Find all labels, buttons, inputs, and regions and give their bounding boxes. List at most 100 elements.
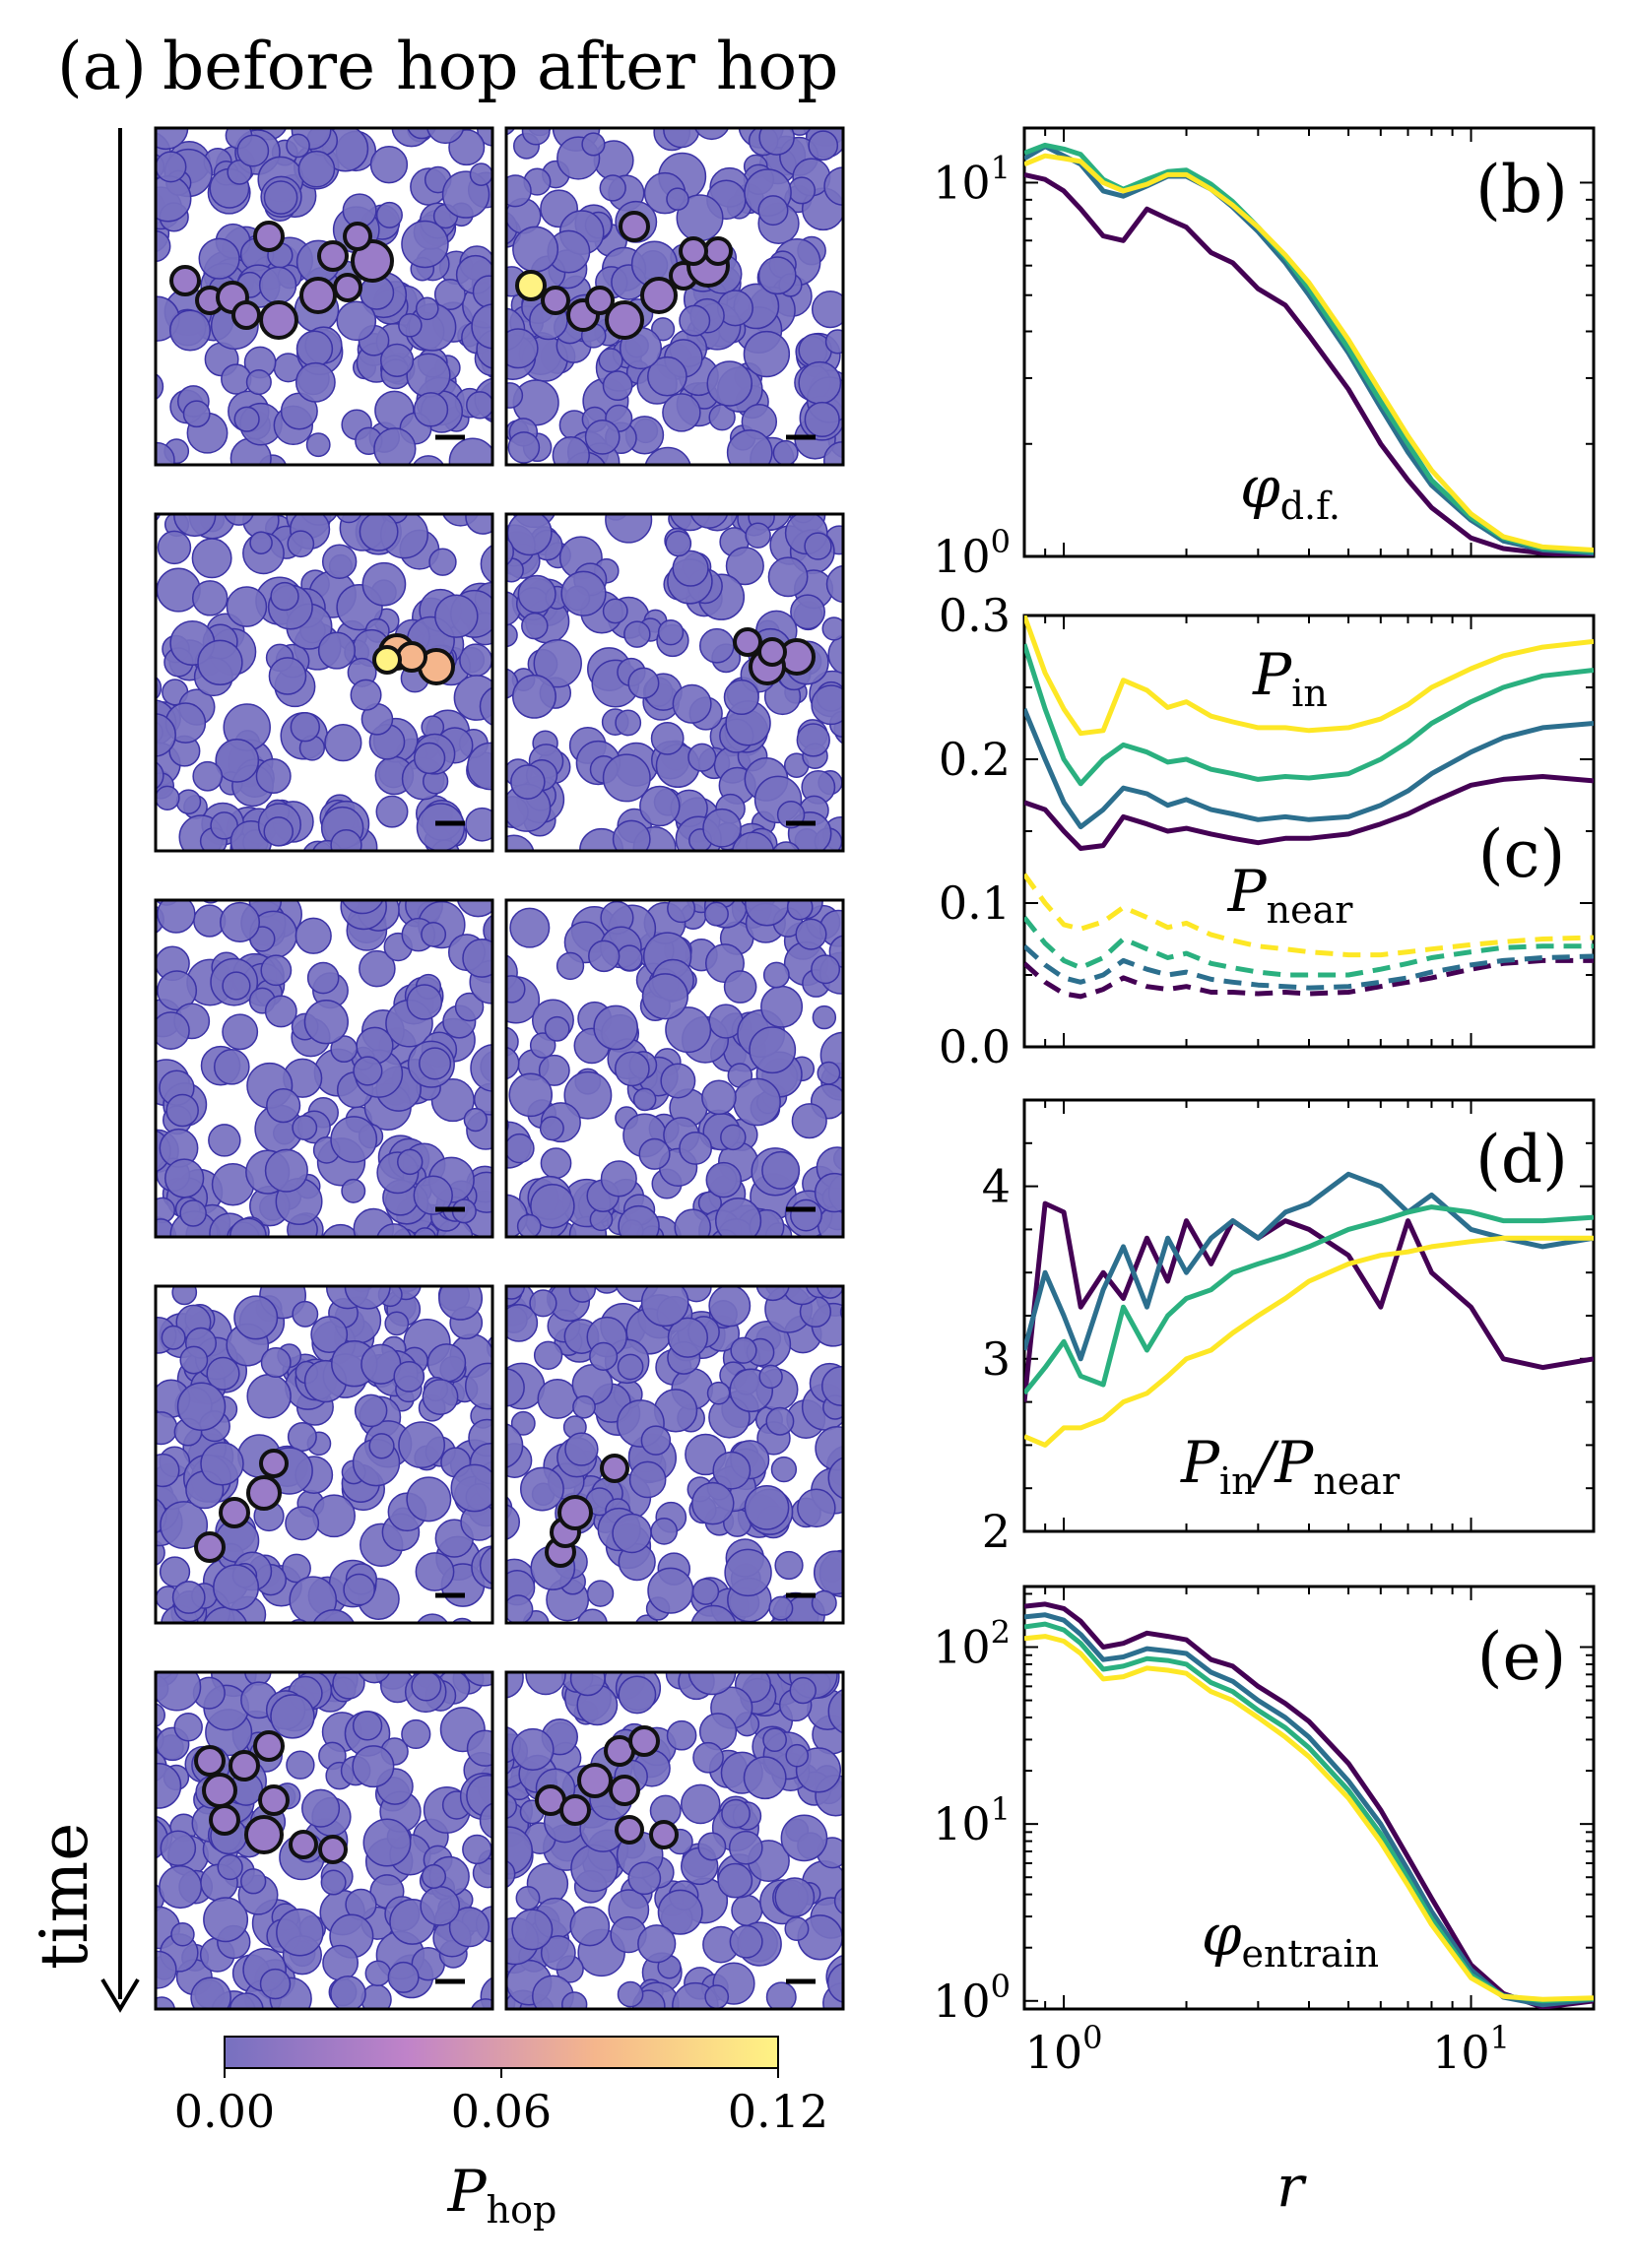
particle (464, 1362, 492, 1410)
particle (663, 128, 700, 149)
y-tick-label: 3 (982, 1332, 1011, 1386)
particle (797, 1488, 836, 1528)
particle (506, 834, 535, 851)
particle (672, 550, 709, 587)
particle (602, 598, 628, 624)
particle (401, 1718, 431, 1750)
particle (263, 816, 294, 847)
particle (411, 1672, 442, 1702)
series-line (1024, 171, 1594, 556)
particle (466, 1729, 492, 1767)
particle (294, 361, 336, 403)
hopping-particle (372, 645, 402, 675)
x-axis-label: r (1276, 2153, 1307, 2220)
particle (362, 1818, 412, 1867)
particle (369, 146, 409, 184)
particle (602, 370, 633, 402)
particle (640, 1425, 672, 1456)
hopping-particle (289, 1830, 318, 1859)
particle (156, 761, 164, 790)
particle (509, 907, 551, 948)
particle (450, 1463, 492, 1513)
col-before-label: before hop (163, 29, 519, 104)
particle (770, 1456, 798, 1483)
particle (568, 1286, 597, 1303)
particle (533, 1340, 563, 1370)
particle (217, 1853, 243, 1881)
particle (529, 1032, 556, 1059)
particle (350, 679, 382, 711)
snapshot-frame (154, 1284, 494, 1625)
y-tick-label: 2 (982, 1505, 1011, 1558)
particle (617, 1980, 644, 2008)
particle (191, 580, 229, 616)
particle (438, 1286, 484, 1321)
particle (413, 1227, 437, 1237)
y-tick-label: 0.3 (939, 589, 1011, 642)
particle (771, 841, 801, 851)
particle (639, 785, 681, 827)
snapshot-frame (504, 512, 845, 853)
hopping-particle (333, 273, 362, 302)
particle (222, 1013, 259, 1051)
colorbar-tick-label: 0.06 (451, 2085, 552, 2138)
particle (814, 1172, 843, 1213)
panel-symbol: Pin/Pnear (1180, 1429, 1401, 1503)
particle (264, 1148, 308, 1193)
particle (552, 436, 590, 465)
hopping-particle (351, 239, 394, 283)
particle (246, 1374, 292, 1419)
particle (721, 1798, 751, 1829)
particle (376, 1223, 412, 1237)
snapshot-frame (154, 898, 494, 1239)
particle (687, 743, 717, 772)
particle (364, 1960, 392, 1987)
particle (577, 1608, 608, 1623)
particle (690, 1604, 737, 1623)
particle (703, 901, 729, 927)
particle (425, 128, 465, 145)
series-line (1024, 153, 1594, 552)
particle (616, 944, 643, 972)
particle (358, 1672, 391, 1684)
particle (200, 1442, 244, 1486)
particle (330, 1976, 366, 2009)
particle (341, 1178, 366, 1203)
particle (811, 1589, 837, 1616)
particle (693, 128, 730, 141)
particle (692, 1741, 724, 1774)
particle (156, 1763, 182, 1809)
particle (813, 1550, 843, 1595)
y-tick-label: 101 (933, 1790, 1011, 1850)
particle (236, 134, 270, 167)
particle (704, 1984, 730, 2009)
snapshot-panel (154, 512, 494, 853)
particle (420, 1885, 461, 1926)
particle (665, 1006, 712, 1054)
particle (812, 1004, 837, 1030)
particle (416, 803, 466, 851)
particle (179, 1199, 207, 1227)
particle (396, 1148, 424, 1176)
snapshot-panel (504, 1670, 845, 2011)
particle (817, 1061, 841, 1085)
particle (589, 1341, 619, 1371)
particle (665, 530, 692, 557)
particle (224, 514, 254, 526)
particle (182, 400, 211, 428)
particle (213, 1048, 250, 1085)
particle (790, 594, 825, 630)
hopping-particle (253, 221, 285, 252)
particle (757, 256, 797, 295)
particle (728, 1830, 763, 1865)
particle (412, 455, 445, 465)
particle (593, 1004, 638, 1051)
particle (811, 954, 841, 985)
particle (569, 1672, 606, 1697)
particle (674, 1208, 712, 1237)
particle (530, 1183, 575, 1229)
particle (691, 1481, 735, 1525)
particle (240, 1868, 267, 1895)
particle (662, 393, 701, 432)
snapshot-panel (504, 898, 845, 1239)
